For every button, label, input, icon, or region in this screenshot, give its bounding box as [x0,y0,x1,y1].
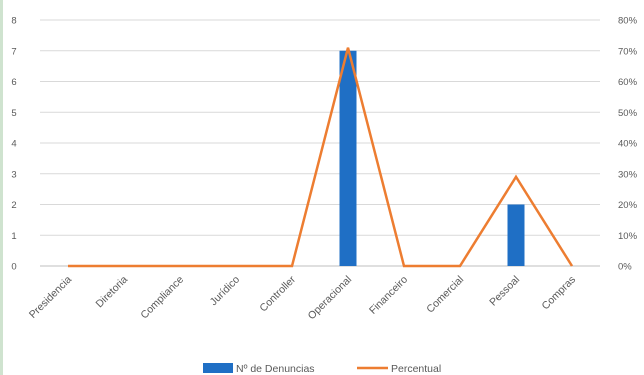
category-label: Pessoal [487,274,522,309]
legend-line-label: Percentual [391,363,441,375]
right-axis-ticks: 0% 10% 20% 30% 40% 50% 60% 70% 80% [618,16,638,273]
category-label: Presidencia [27,274,74,321]
left-axis-tick-label: 4 [11,139,16,150]
left-axis-tick-label: 0 [11,262,16,273]
left-axis-tick-label: 5 [11,108,16,119]
category-labels: Presidencia Diretoria Compliance Jurídico Co… [27,273,578,322]
left-axis-tick-label: 2 [11,200,16,211]
left-axis-tick-label: 8 [11,16,16,27]
right-axis-tick-label: 60% [618,77,638,88]
left-axis-tick-label: 1 [11,231,16,242]
category-label: Controller [257,273,298,314]
right-axis-tick-label: 30% [618,169,638,180]
category-label: Comercial [424,274,466,316]
right-axis-tick-label: 70% [618,46,638,57]
category-label: Financeiro [367,274,410,317]
series-line [68,48,572,266]
category-label: Operacional [306,274,355,323]
category-label: Compras [540,274,579,313]
legend-bar-swatch [203,363,233,373]
right-axis-tick-label: 0% [618,262,632,273]
bar [340,51,357,266]
category-label: Diretoria [94,274,131,311]
bar-series [340,51,525,266]
right-axis-tick-label: 10% [618,231,638,242]
right-axis-tick-label: 50% [618,108,638,119]
right-axis-tick-label: 20% [618,200,638,211]
left-axis-tick-label: 7 [11,46,16,57]
category-label: Compliance [138,274,186,322]
line-series [68,48,572,266]
left-axis-ticks: 0 1 2 3 4 5 6 7 8 [11,16,16,273]
legend-bar-label: Nº de Denuncias [236,363,315,375]
bar [508,205,525,267]
left-axis-tick-label: 6 [11,77,16,88]
category-label: Jurídico [208,274,243,309]
right-axis-tick-label: 40% [618,139,638,150]
right-axis-tick-label: 80% [618,16,638,27]
left-axis-tick-label: 3 [11,169,16,180]
legend: Nº de Denuncias Percentual [203,363,441,375]
